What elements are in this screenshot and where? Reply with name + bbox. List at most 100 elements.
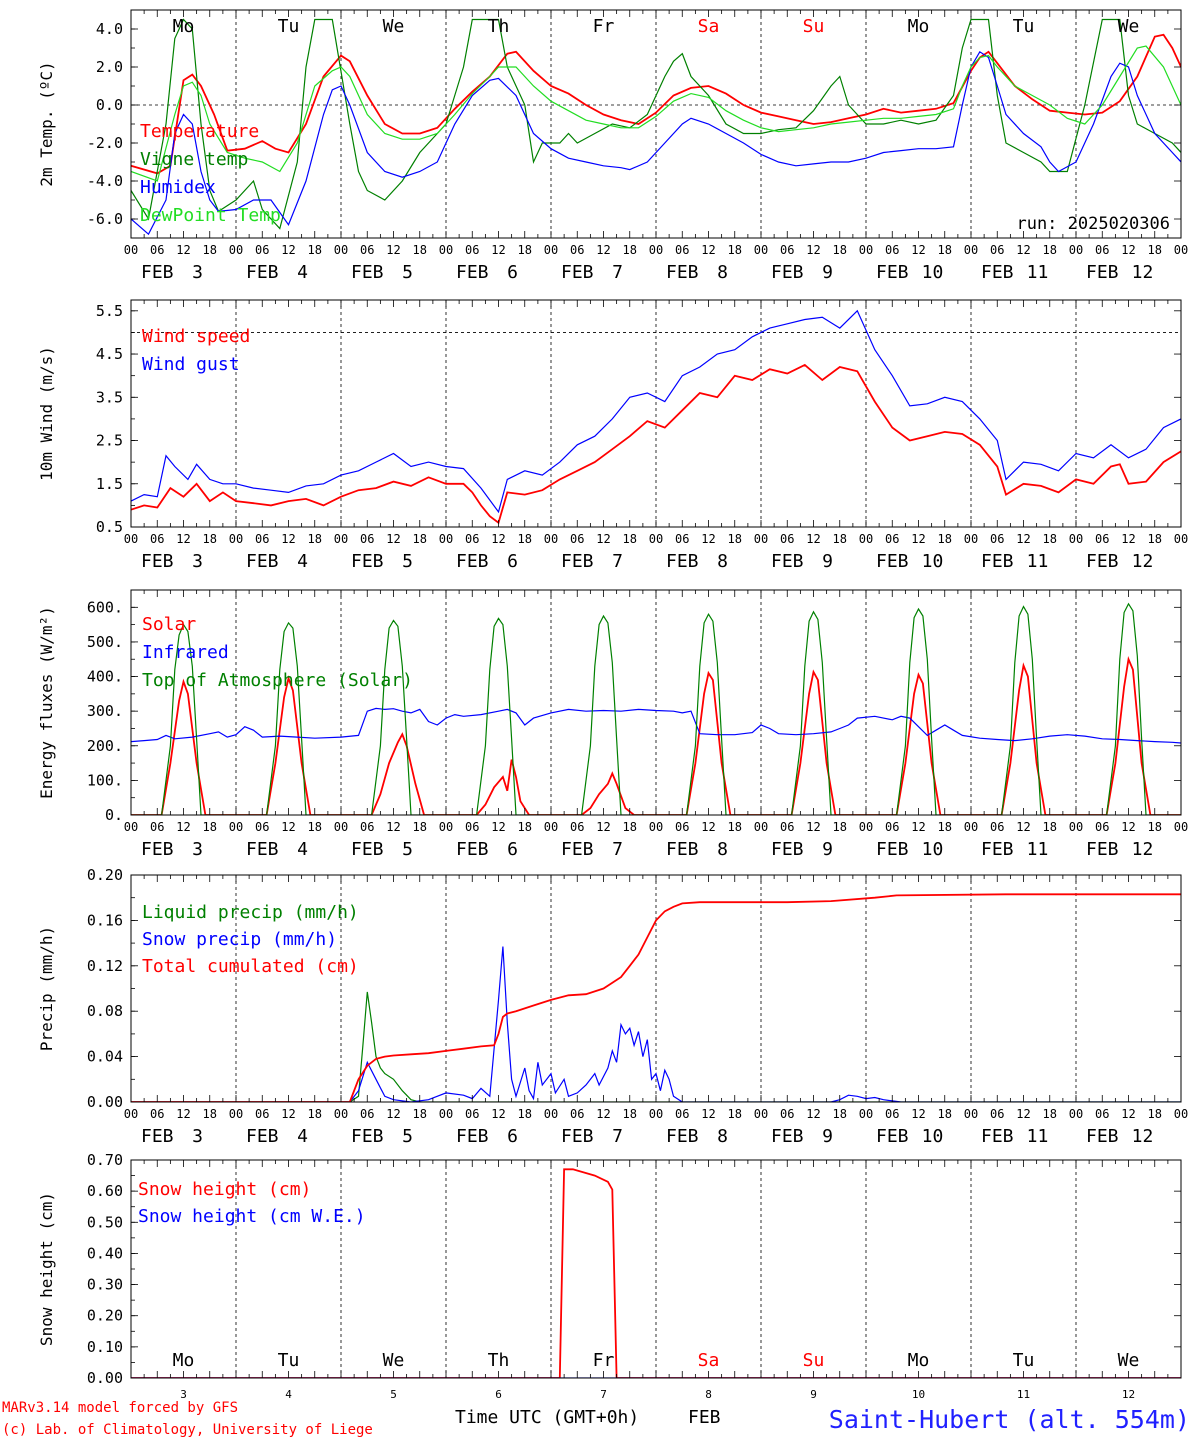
- hour-tick-label: 00: [754, 1107, 768, 1121]
- day-number-label: 11: [1017, 1388, 1030, 1401]
- y-tick-label: 0.00: [87, 1093, 123, 1111]
- hour-tick-label: 12: [491, 1107, 505, 1121]
- hour-tick-label: 06: [255, 532, 269, 546]
- date-month-label: FEB: [1086, 839, 1119, 860]
- hour-tick-label: 18: [728, 820, 742, 834]
- weekday-label: Sa: [698, 16, 720, 37]
- y-tick-label: 200.: [87, 737, 123, 755]
- date-month-label: FEB: [141, 839, 174, 860]
- panel-precip: 0.20 0.16 0.12 0.08 0.04 0.00 Precip (mm/h) Liq…: [37, 866, 1188, 1147]
- date-day-label: 5: [402, 839, 413, 860]
- date-day-label: 9: [822, 262, 833, 283]
- hour-tick-label: 06: [360, 820, 374, 834]
- date-month-label: FEB: [981, 839, 1014, 860]
- station-label: Saint-Hubert (alt. 554m): [829, 1405, 1190, 1434]
- date-month-label: FEB: [351, 1126, 384, 1147]
- date-month-label: FEB: [666, 839, 699, 860]
- hour-tick-label: 18: [1043, 532, 1057, 546]
- legend-entry: Solar: [142, 614, 196, 635]
- y-tick-label: 0.5: [96, 518, 123, 536]
- date-month-label: FEB: [561, 1126, 594, 1147]
- hour-tick-label: 00: [544, 1107, 558, 1121]
- hour-tick-label: 12: [701, 532, 715, 546]
- y-tick-label: 5.5: [96, 302, 123, 320]
- hour-tick-label: 00: [859, 243, 873, 257]
- hour-tick-label: 18: [1148, 820, 1162, 834]
- series-line-vigne-temp: [131, 18, 1181, 230]
- legend-entry: Total cumulated (cm): [142, 956, 359, 977]
- hour-tick-label: 06: [255, 243, 269, 257]
- date-day-label: 5: [402, 551, 413, 572]
- date-day-label: 3: [192, 262, 203, 283]
- hour-tick-label: 06: [885, 243, 899, 257]
- date-day-label: 10: [922, 551, 944, 572]
- date-month-label: FEB: [1086, 551, 1119, 572]
- y-tick-label: 0.08: [87, 1002, 123, 1020]
- weekday-label: Mo: [908, 1350, 930, 1371]
- hour-tick-label: 12: [911, 243, 925, 257]
- hour-tick-label: 06: [360, 1107, 374, 1121]
- panel-energy: 600. 500. 400. 300. 200. 100. 0. Energy fluxes …: [37, 589, 1188, 860]
- hour-tick-label: 12: [701, 243, 715, 257]
- hour-tick-label: 00: [334, 532, 348, 546]
- hour-tick-label: 00: [649, 820, 663, 834]
- date-month-label: FEB: [666, 1126, 699, 1147]
- panel-wind: 5.5 4.5 3.5 2.5 1.5 0.5 10m Wind (m/s) Wind spe…: [37, 299, 1188, 572]
- hour-tick-label: 12: [1016, 243, 1030, 257]
- hour-tick-label: 06: [990, 532, 1004, 546]
- hour-tick-label: 00: [1174, 820, 1188, 834]
- series-line-total-cumulated-cm-: [131, 893, 1181, 1102]
- hour-tick-label: 06: [255, 1107, 269, 1121]
- series-line-snow-height-cm-: [131, 1168, 1181, 1378]
- date-month-label: FEB: [246, 551, 279, 572]
- hour-tick-label: 00: [754, 532, 768, 546]
- date-month-label: FEB: [876, 262, 909, 283]
- date-month-label: FEB: [771, 551, 804, 572]
- hour-tick-label: 06: [150, 1107, 164, 1121]
- hour-tick-label: 12: [1016, 532, 1030, 546]
- hour-tick-label: 12: [281, 1107, 295, 1121]
- hour-tick-label: 12: [911, 532, 925, 546]
- hour-tick-label: 00: [1174, 243, 1188, 257]
- date-month-label: FEB: [246, 262, 279, 283]
- hour-tick-label: 12: [806, 1107, 820, 1121]
- legend-entry: Wind gust: [142, 354, 240, 375]
- hour-tick-label: 00: [1174, 532, 1188, 546]
- date-day-label: 12: [1132, 262, 1154, 283]
- date-day-label: 10: [922, 1126, 944, 1147]
- hour-tick-label: 00: [649, 1107, 663, 1121]
- date-month-label: FEB: [351, 262, 384, 283]
- footer: MARv3.14 model forced by GFS (c) Lab. of …: [2, 1400, 1190, 1438]
- y-tick-label: 0.20: [87, 1307, 123, 1325]
- hour-tick-label: 12: [596, 243, 610, 257]
- series-line-wind-speed: [131, 363, 1181, 525]
- date-month-label: FEB: [351, 551, 384, 572]
- hour-tick-label: 12: [176, 243, 190, 257]
- hour-tick-label: 06: [885, 532, 899, 546]
- hour-tick-label: 18: [203, 1107, 217, 1121]
- hour-tick-label: 18: [1148, 1107, 1162, 1121]
- y-tick-label: 0.20: [87, 866, 123, 884]
- hour-tick-label: 12: [911, 820, 925, 834]
- date-day-label: 5: [402, 262, 413, 283]
- series-line-snow-precip-mm-h-: [131, 946, 1181, 1102]
- date-day-label: 3: [192, 1126, 203, 1147]
- weekday-label: Tu: [278, 1350, 300, 1371]
- hour-tick-label: 06: [465, 820, 479, 834]
- hour-tick-label: 12: [281, 820, 295, 834]
- hour-tick-label: 06: [570, 532, 584, 546]
- hour-tick-label: 00: [334, 820, 348, 834]
- hour-tick-label: 00: [229, 243, 243, 257]
- hour-tick-label: 06: [780, 1107, 794, 1121]
- hour-tick-label: 12: [1016, 1107, 1030, 1121]
- weekday-label: Th: [488, 16, 510, 37]
- series-line-solar: [131, 655, 1181, 815]
- hour-tick-label: 12: [806, 820, 820, 834]
- date-month-label: FEB: [561, 839, 594, 860]
- hour-tick-label: 06: [1095, 243, 1109, 257]
- hour-tick-label: 06: [675, 243, 689, 257]
- hour-tick-label: 06: [465, 532, 479, 546]
- hour-tick-label: 06: [885, 820, 899, 834]
- hour-tick-label: 06: [780, 243, 794, 257]
- day-number-label: 6: [495, 1388, 502, 1401]
